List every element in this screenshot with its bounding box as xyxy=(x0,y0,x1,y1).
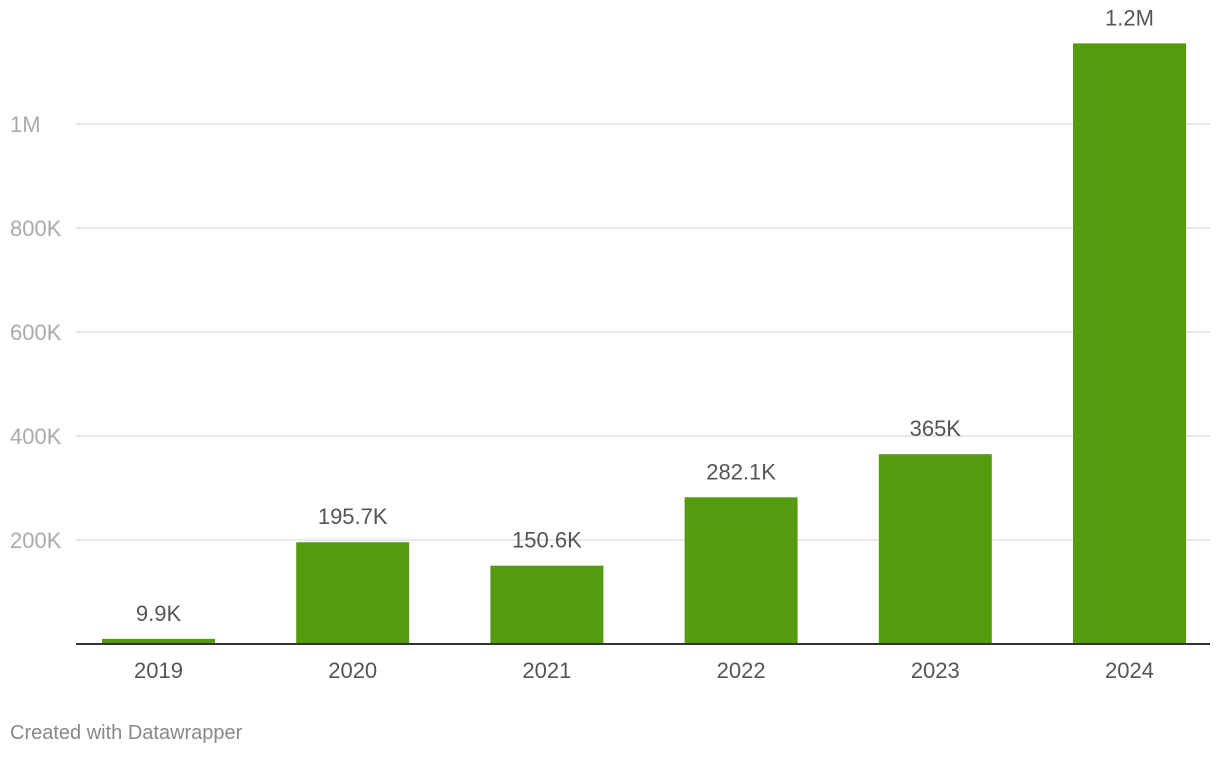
x-tick-label: 2024 xyxy=(1105,658,1154,683)
gridlines xyxy=(76,123,1210,541)
y-tick-label: 1M xyxy=(10,112,41,137)
bar-value-label: 195.7K xyxy=(318,504,388,529)
bar-value-label: 1.2M xyxy=(1105,5,1154,30)
x-tick-label: 2022 xyxy=(717,658,766,683)
bar-2021 xyxy=(490,565,604,644)
bar-2020 xyxy=(296,542,410,644)
bar-2022 xyxy=(684,497,798,644)
y-tick-label: 400K xyxy=(10,424,62,449)
bar-2024 xyxy=(1073,43,1186,644)
x-axis-tick-labels: 2019 2020 2021 2022 2023 2024 xyxy=(134,658,1154,683)
y-axis-tick-labels: 200K 400K 600K 800K 1M xyxy=(10,112,62,553)
bar-value-label: 9.9K xyxy=(136,601,182,626)
credit-text: Created with Datawrapper xyxy=(10,722,243,744)
bars xyxy=(102,43,1186,644)
bar-value-label: 150.6K xyxy=(512,528,582,553)
x-tick-label: 2023 xyxy=(911,658,960,683)
bar-2019 xyxy=(102,638,215,644)
bar-value-label: 282.1K xyxy=(706,459,776,484)
bar-value-labels: 9.9K 195.7K 150.6K 282.1K 365K 1.2M xyxy=(136,5,1154,625)
y-tick-label: 600K xyxy=(10,320,62,345)
x-tick-label: 2021 xyxy=(522,658,571,683)
x-tick-label: 2020 xyxy=(328,658,377,683)
bar-value-label: 365K xyxy=(910,416,962,441)
bar-2023 xyxy=(878,454,992,644)
y-tick-label: 800K xyxy=(10,216,62,241)
x-tick-label: 2019 xyxy=(134,658,183,683)
y-tick-label: 200K xyxy=(10,528,62,553)
